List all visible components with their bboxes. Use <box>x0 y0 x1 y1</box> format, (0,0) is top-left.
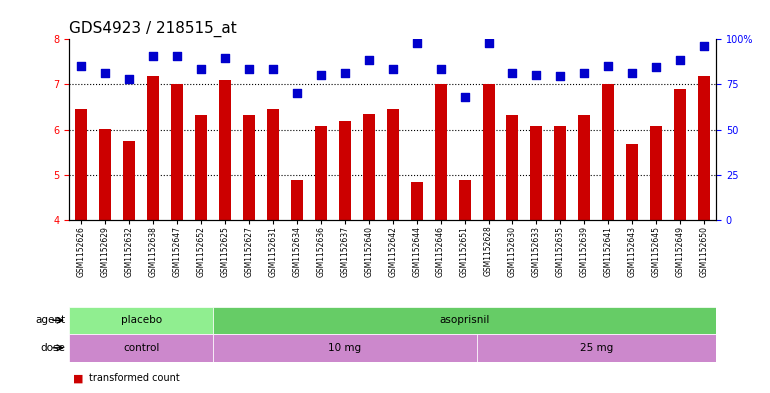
Bar <box>483 84 494 220</box>
Bar <box>650 126 662 220</box>
Bar <box>434 84 447 220</box>
Bar <box>698 76 710 220</box>
Point <box>243 66 255 72</box>
Bar <box>267 109 279 220</box>
Bar <box>123 141 136 220</box>
Text: control: control <box>123 343 159 353</box>
Point <box>554 73 567 79</box>
Point <box>482 40 494 46</box>
Bar <box>291 180 303 220</box>
Bar <box>554 126 567 220</box>
Point <box>674 57 686 63</box>
Bar <box>69 334 213 362</box>
Bar <box>602 84 614 220</box>
Bar <box>363 114 375 220</box>
Point <box>650 64 662 70</box>
Point <box>291 90 303 96</box>
Text: GDS4923 / 218515_at: GDS4923 / 218515_at <box>69 20 237 37</box>
Bar <box>507 115 518 220</box>
Point <box>626 70 638 76</box>
Point <box>434 66 447 72</box>
Bar <box>75 109 87 220</box>
Bar <box>339 121 351 220</box>
Point <box>339 70 351 76</box>
Text: agent: agent <box>35 315 65 325</box>
Bar <box>410 182 423 220</box>
Text: placebo: placebo <box>121 315 162 325</box>
Text: ■: ■ <box>73 373 84 383</box>
Bar <box>578 115 591 220</box>
Point <box>698 43 710 49</box>
Bar <box>459 180 470 220</box>
Bar <box>243 115 255 220</box>
Point <box>75 62 88 69</box>
Point <box>219 55 231 61</box>
Text: asoprisnil: asoprisnil <box>440 315 490 325</box>
Text: 10 mg: 10 mg <box>328 343 361 353</box>
Bar <box>99 129 111 220</box>
Bar <box>213 307 716 334</box>
Point <box>266 66 279 72</box>
Bar <box>387 109 399 220</box>
Text: 25 mg: 25 mg <box>580 343 613 353</box>
Point <box>602 62 614 69</box>
Bar <box>69 307 213 334</box>
Bar <box>213 334 477 362</box>
Point <box>315 72 327 78</box>
Text: transformed count: transformed count <box>89 373 179 383</box>
Bar <box>315 126 326 220</box>
Bar <box>195 115 207 220</box>
Bar <box>531 126 542 220</box>
Point <box>410 40 423 46</box>
Bar <box>219 80 231 220</box>
Text: dose: dose <box>41 343 65 353</box>
Point <box>147 53 159 60</box>
Point <box>363 57 375 63</box>
Point <box>123 76 136 82</box>
Bar <box>626 144 638 220</box>
Bar <box>171 84 183 220</box>
Bar <box>147 76 159 220</box>
Point <box>195 66 207 72</box>
Point <box>531 72 543 78</box>
Point <box>99 70 112 76</box>
Point <box>171 53 183 60</box>
Bar <box>675 89 686 220</box>
Bar <box>477 334 716 362</box>
Point <box>387 66 399 72</box>
Point <box>578 70 591 76</box>
Point <box>507 70 519 76</box>
Point <box>458 94 470 100</box>
